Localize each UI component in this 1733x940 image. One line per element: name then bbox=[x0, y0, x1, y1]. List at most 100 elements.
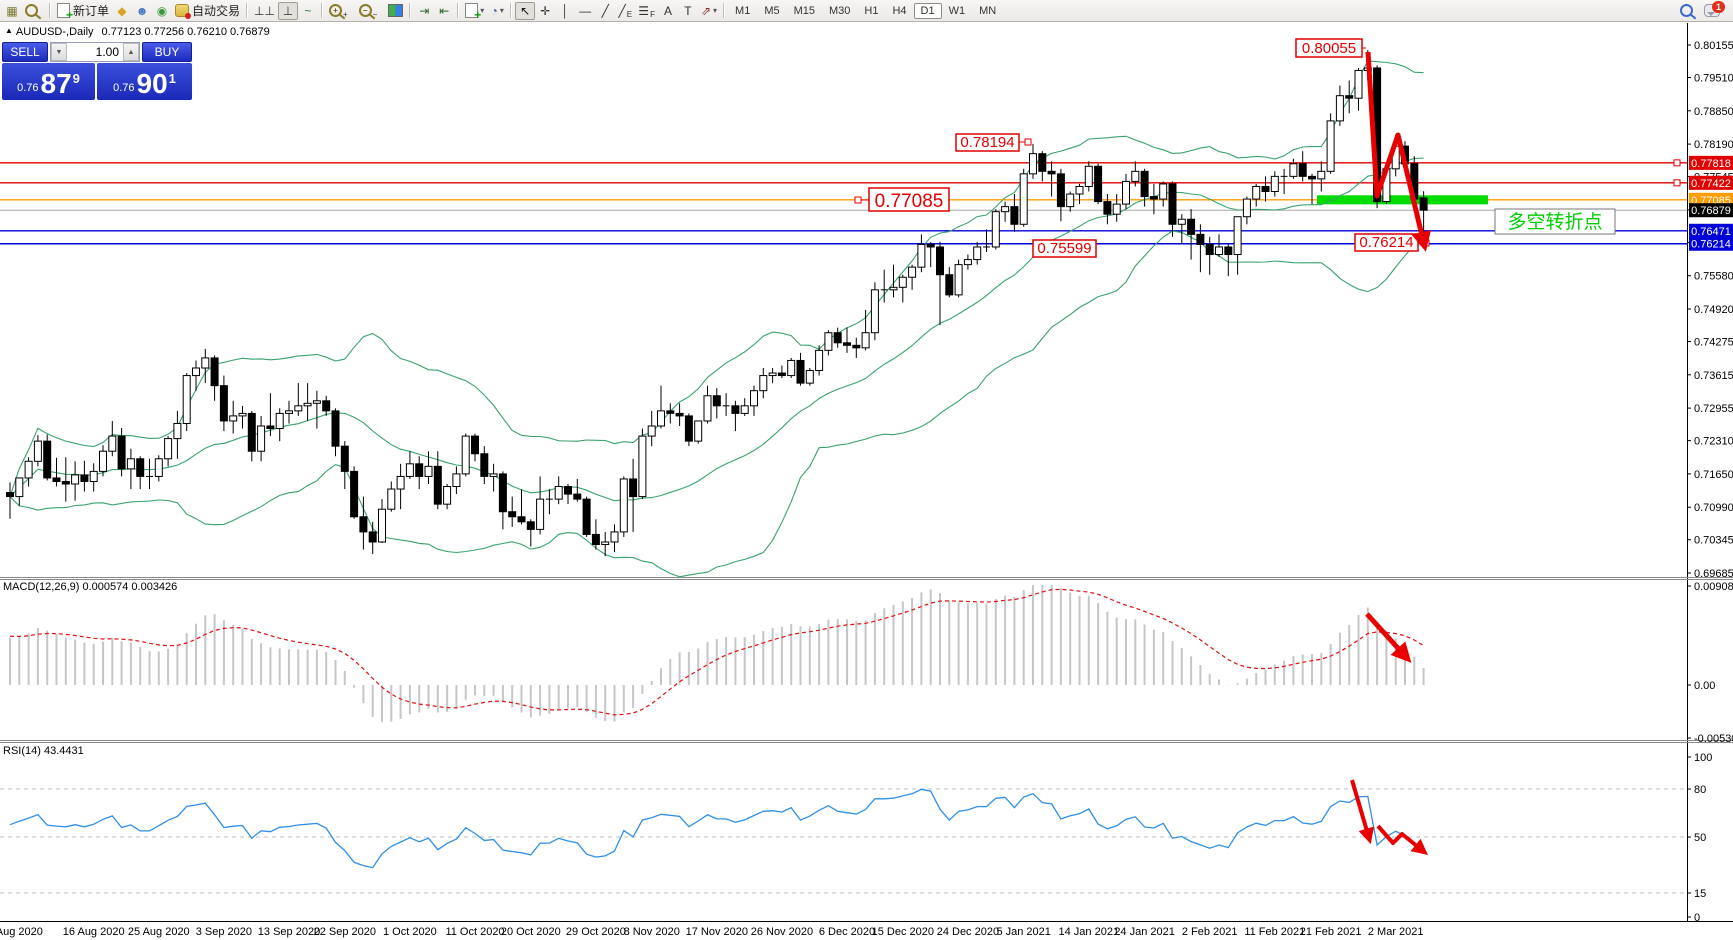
timeframe-button-m1[interactable]: M1 bbox=[735, 4, 751, 17]
zoom-in-icon[interactable]: + + bbox=[326, 2, 356, 20]
price-annotation-box[interactable] bbox=[868, 187, 950, 212]
volume-decrease-button[interactable]: ▼ bbox=[51, 43, 67, 61]
chart-shift-icon[interactable]: ⇤ bbox=[439, 3, 450, 18]
open-chart-icon[interactable]: ▦ bbox=[6, 3, 18, 18]
vertical-line-icon[interactable]: │ bbox=[561, 3, 570, 18]
arrows-icon[interactable]: ⇗ ▾ bbox=[700, 3, 718, 18]
trend-arrow[interactable] bbox=[1376, 824, 1428, 856]
trend-arrow[interactable] bbox=[1365, 612, 1412, 663]
candle-body bbox=[331, 410, 340, 447]
date-label: 15 Dec 2020 bbox=[872, 926, 934, 938]
sell-price[interactable]: 0.76 87 9 bbox=[2, 63, 95, 100]
candle-body bbox=[1149, 196, 1158, 200]
rsi-tick-label: 100 bbox=[1694, 752, 1712, 764]
price-tick-label: 0.78850 bbox=[1694, 106, 1733, 118]
candle-body bbox=[1308, 175, 1316, 180]
rsi-tick-label: 50 bbox=[1694, 832, 1706, 844]
autotrading-button[interactable]: 自动交易 bbox=[172, 2, 243, 20]
timeframe-button-m30[interactable]: M30 bbox=[829, 4, 851, 17]
price-badge-label: 0.76214 bbox=[1691, 239, 1731, 251]
date-label: 11 Oct 2020 bbox=[445, 926, 504, 938]
date-label: 11 Feb 2021 bbox=[1244, 926, 1305, 938]
timeframe-button-d1[interactable]: D1 bbox=[913, 2, 942, 19]
support-zone-rect[interactable] bbox=[1317, 195, 1488, 205]
channel-icon[interactable]: ╱ E bbox=[618, 3, 633, 19]
date-label: 8 Nov 2020 bbox=[624, 926, 680, 938]
label-handle[interactable] bbox=[854, 196, 862, 204]
timeframe-button-h1[interactable]: H1 bbox=[864, 4, 879, 17]
timeframe-button-h4[interactable]: H4 bbox=[892, 4, 907, 17]
candle-body bbox=[1075, 185, 1084, 195]
line-chart-icon[interactable]: ~ bbox=[304, 3, 312, 18]
candle-body bbox=[368, 531, 377, 543]
metaeditor-icon[interactable]: ◆ bbox=[117, 3, 127, 18]
cursor-icon[interactable]: ↖ bbox=[515, 1, 536, 20]
fibonacci-icon[interactable]: ☰ F bbox=[638, 3, 655, 19]
auto-scroll-icon[interactable]: ⇥ bbox=[419, 3, 430, 18]
buy-price[interactable]: 0.76 90 1 bbox=[97, 63, 192, 100]
ohlc-values: 0.77123 0.77256 0.76210 0.76879 bbox=[101, 26, 270, 38]
horizontal-line-icon[interactable]: — bbox=[579, 3, 592, 18]
candle-body bbox=[1103, 201, 1112, 215]
candle-body bbox=[610, 531, 619, 543]
new-order-button[interactable]: 新订单 bbox=[54, 2, 112, 22]
tile-windows-icon[interactable] bbox=[385, 2, 406, 20]
candle-body bbox=[136, 458, 145, 477]
search-icon[interactable] bbox=[1677, 2, 1701, 20]
zone-label-box[interactable] bbox=[1494, 208, 1616, 235]
profiles-button[interactable]: ◔ ▾ bbox=[490, 3, 504, 18]
label-handle[interactable] bbox=[1024, 138, 1032, 146]
date-label: 16 Aug 2020 bbox=[63, 926, 125, 938]
sell-price-big: 87 bbox=[40, 68, 72, 99]
candlestick-chart-icon[interactable]: ⊥ bbox=[277, 1, 298, 20]
timeframe-button-w1[interactable]: W1 bbox=[948, 4, 966, 17]
trendline-icon[interactable]: ╱ bbox=[601, 3, 609, 18]
zone-label-text: 多空转折点 bbox=[1507, 211, 1602, 233]
volume-increase-button[interactable]: ▲ bbox=[123, 43, 139, 61]
candle-body bbox=[387, 488, 396, 510]
candle-body bbox=[1112, 203, 1121, 215]
trend-arrow[interactable] bbox=[1365, 51, 1431, 252]
candle-body bbox=[43, 440, 52, 479]
volume-input[interactable] bbox=[67, 43, 123, 61]
bollinger-lower bbox=[9, 230, 1424, 578]
date-label: 14 Jan 2021 bbox=[1059, 926, 1120, 938]
price-badge-label: 0.76471 bbox=[1691, 226, 1731, 238]
sell-button[interactable]: SELL bbox=[2, 42, 48, 62]
price-annotation-box[interactable] bbox=[955, 133, 1020, 152]
date-label: 20 Oct 2020 bbox=[501, 926, 561, 938]
price-annotation-box[interactable] bbox=[1295, 38, 1363, 58]
label-icon[interactable]: T bbox=[684, 3, 692, 18]
candle-body bbox=[843, 342, 851, 346]
candle-body bbox=[777, 372, 786, 377]
price-annotation-box[interactable] bbox=[1032, 239, 1097, 258]
level-handle[interactable] bbox=[1673, 159, 1681, 167]
buy-price-big: 90 bbox=[136, 68, 168, 99]
text-icon[interactable]: A bbox=[663, 3, 672, 18]
timeframe-button-m15[interactable]: M15 bbox=[793, 4, 815, 17]
candle-body bbox=[33, 440, 42, 462]
price-badge bbox=[1689, 203, 1733, 218]
candle-body bbox=[340, 445, 349, 472]
crosshair-icon[interactable]: ✛ bbox=[540, 3, 551, 18]
trend-arrow[interactable] bbox=[1350, 779, 1374, 845]
new-chart-button[interactable]: ▾ bbox=[462, 2, 487, 22]
level-handle[interactable] bbox=[1673, 179, 1681, 187]
signals-icon[interactable]: ◉ bbox=[156, 3, 168, 18]
buy-price-small: 0.76 bbox=[113, 82, 135, 94]
candle-body bbox=[936, 246, 944, 276]
market-icon[interactable]: ☻ bbox=[135, 3, 149, 18]
timeframe-button-m5[interactable]: M5 bbox=[764, 4, 780, 17]
candle-body bbox=[443, 486, 452, 505]
timeframe-button-mn[interactable]: MN bbox=[979, 4, 997, 17]
bar-chart-icon[interactable]: ⊥⊥ bbox=[254, 3, 275, 18]
chat-icon[interactable]: 1 bbox=[1701, 1, 1725, 20]
macd-tick-label: 0.00 bbox=[1694, 680, 1715, 692]
preview-icon[interactable] bbox=[22, 2, 46, 20]
zoom-out-icon[interactable]: − − bbox=[356, 2, 386, 20]
candle-body bbox=[303, 402, 312, 407]
buy-button[interactable]: BUY bbox=[142, 42, 192, 62]
candle-body bbox=[99, 450, 107, 472]
price-tick-label: 0.74920 bbox=[1694, 304, 1733, 316]
